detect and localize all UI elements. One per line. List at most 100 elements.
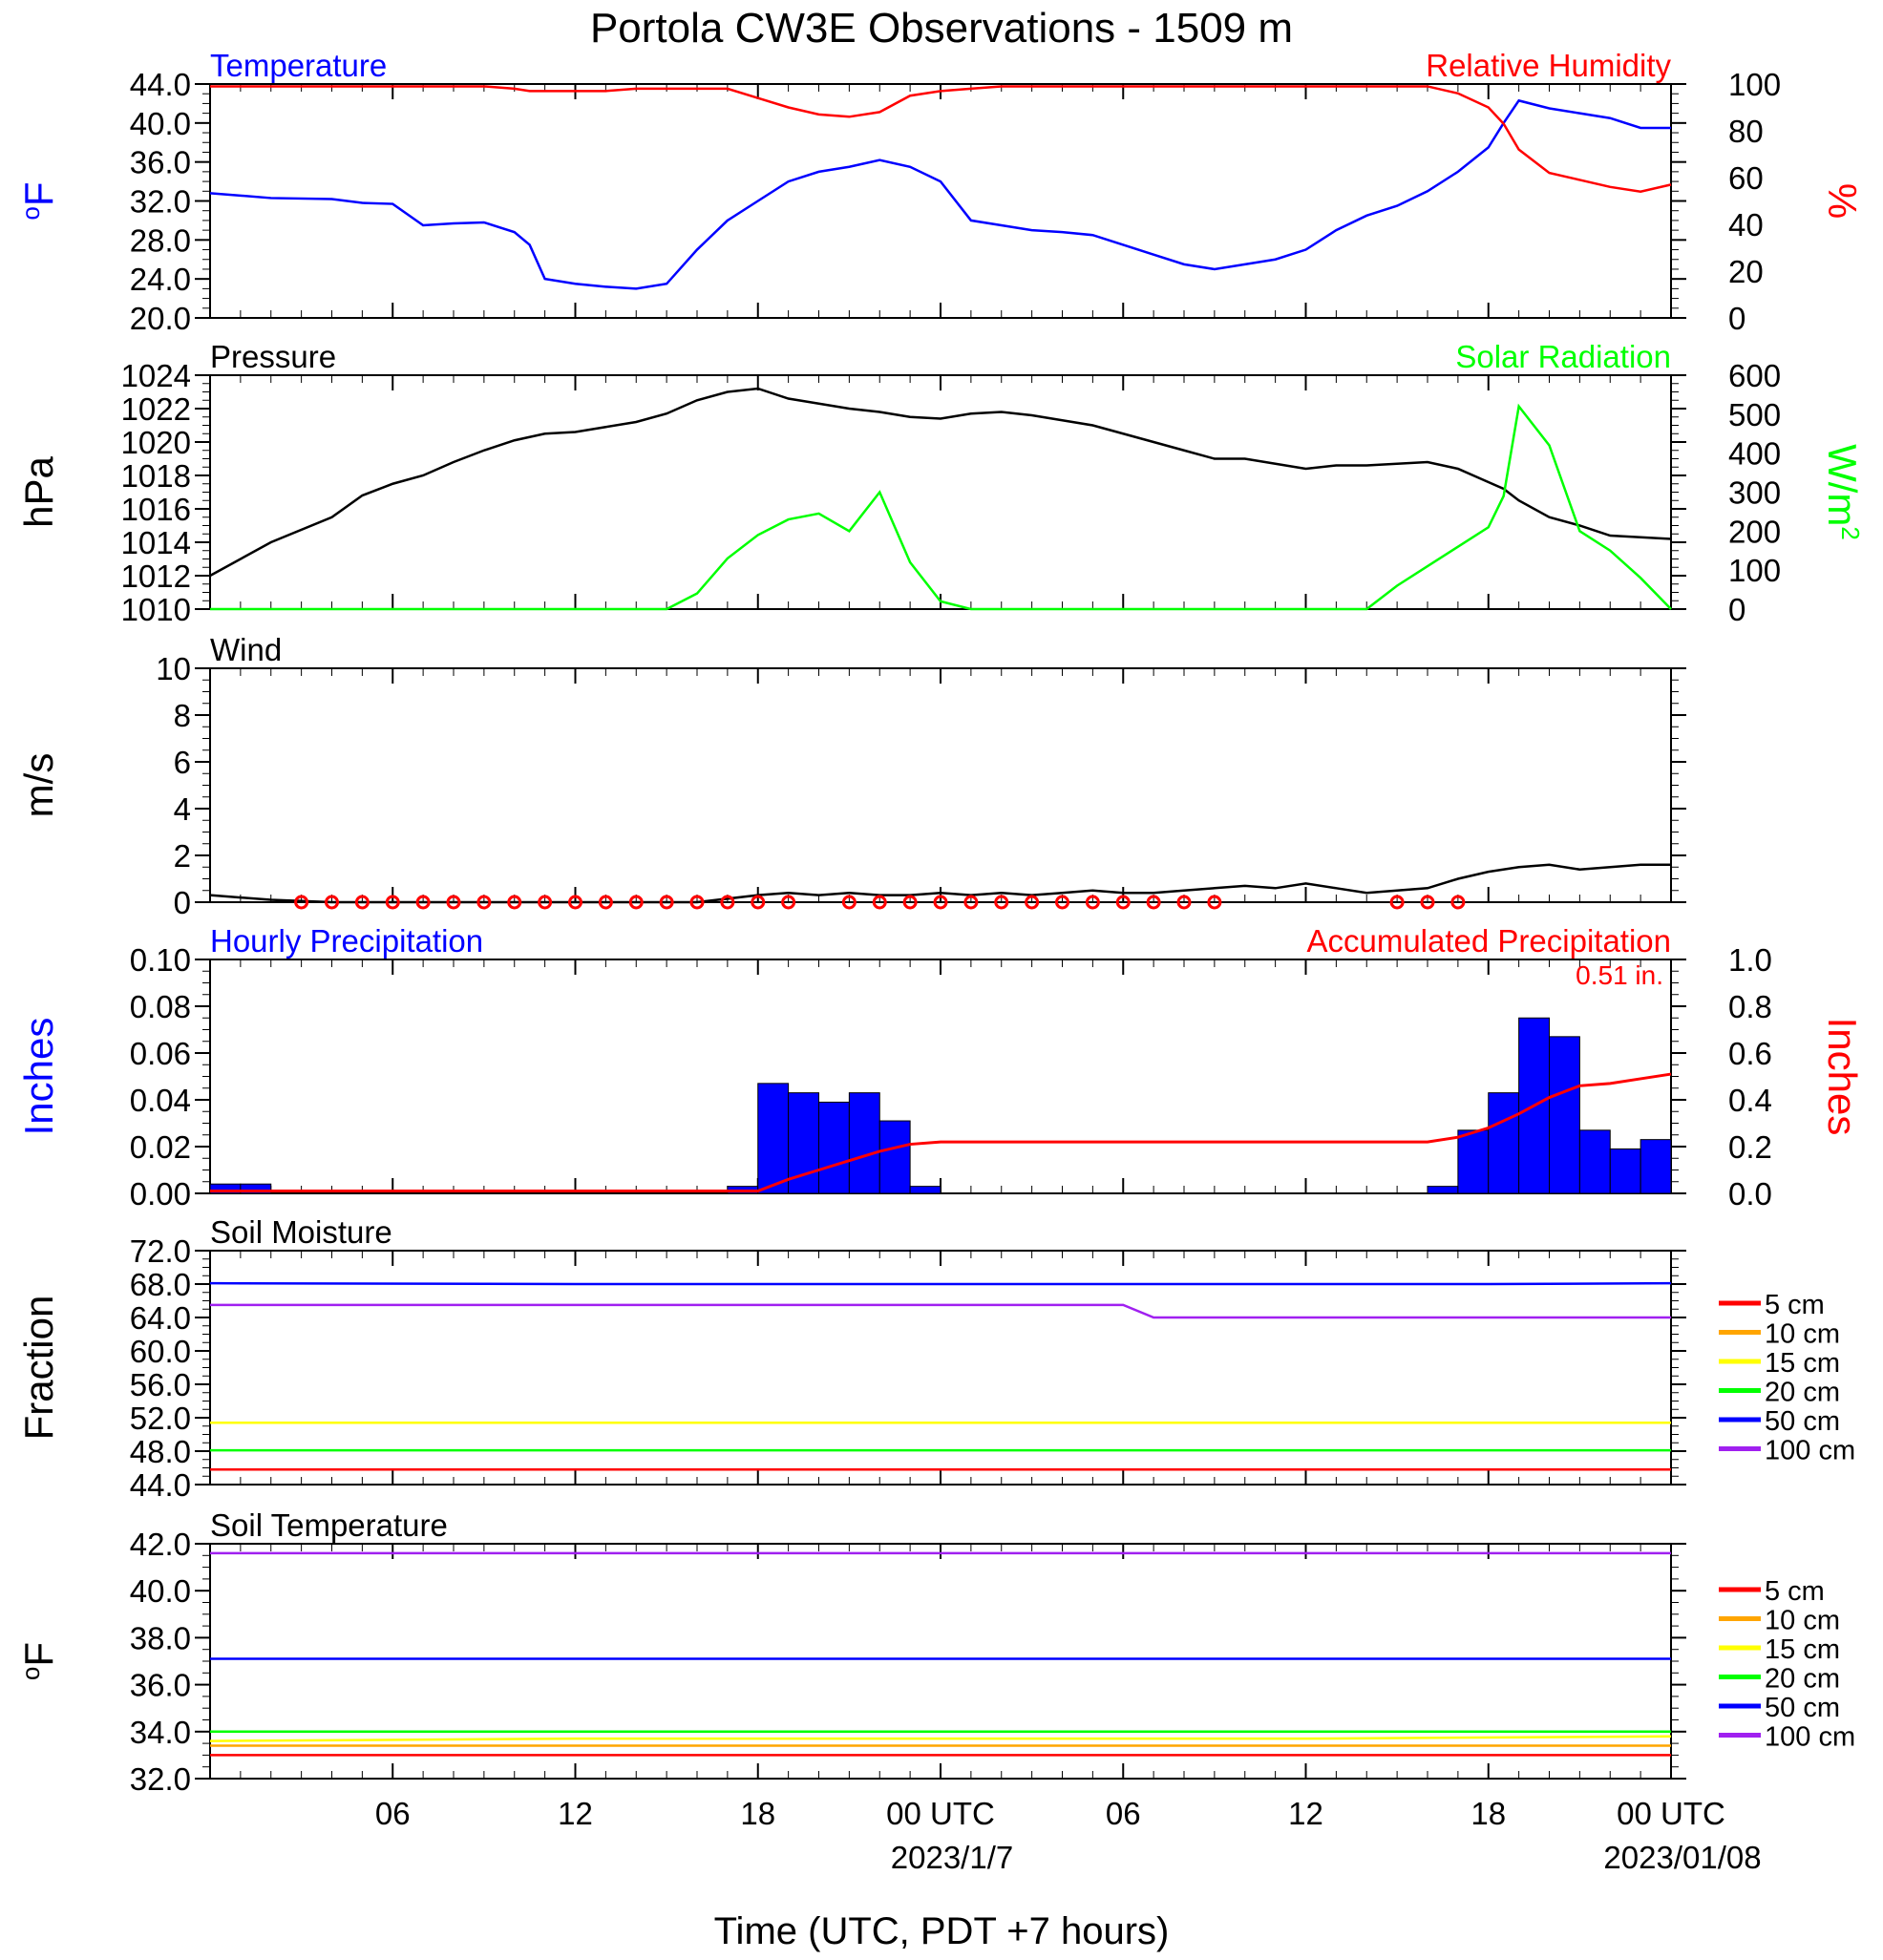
panel-title-right: Relative Humidity bbox=[1426, 48, 1671, 83]
y-tick-label: 0.08 bbox=[130, 989, 191, 1024]
y-tick-label: 10 bbox=[156, 651, 191, 686]
legend-label: 50 cm bbox=[1765, 1693, 1840, 1723]
degree-sign: o bbox=[16, 1667, 45, 1680]
panel-title-left: Soil Temperature bbox=[210, 1507, 448, 1543]
panel-temperature-humidity: 44.0 40.0 36.0 32.028.0 24.0 20.0 100 80 60 40 20 0… bbox=[16, 48, 1865, 336]
series-line bbox=[209, 1281, 1672, 1286]
legend-label: 100 cm bbox=[1765, 1722, 1855, 1753]
wind-calm-marker bbox=[751, 895, 766, 910]
y-axis-label: hPa bbox=[16, 455, 61, 527]
y-tick-label: 44.0 bbox=[130, 1467, 191, 1503]
wind-calm-marker bbox=[1176, 895, 1192, 910]
series-line bbox=[210, 1303, 1671, 1319]
panel-title-left: Wind bbox=[210, 632, 282, 667]
precip-bar bbox=[1427, 1186, 1459, 1194]
y-tick-label: 1014 bbox=[121, 525, 191, 560]
y2-tick-label: 0 bbox=[1728, 592, 1745, 627]
y-tick-label: 4 bbox=[174, 791, 191, 827]
y2-tick-label: 600 bbox=[1728, 358, 1781, 393]
wind-calm-marker bbox=[841, 895, 857, 910]
y-tick-label: 38.0 bbox=[130, 1620, 191, 1655]
panel-soil-moisture: 72.068.064.060.056.052.048.044.0 Soil Moi… bbox=[16, 1214, 1855, 1503]
y-axis-label: Inches bbox=[16, 1018, 61, 1136]
y-tick-label: 6 bbox=[174, 745, 191, 780]
y-axis-label: oF bbox=[16, 1642, 61, 1680]
y-tick-label: 28.0 bbox=[130, 222, 191, 258]
panels: 44.040.036.032.028.024.020.0100806040200… bbox=[16, 48, 1865, 1875]
y-tick-label: 36.0 bbox=[130, 1668, 191, 1703]
x-tick-label: 06 bbox=[1106, 1796, 1141, 1831]
panel-precipitation: 0.10 0.08 0.06 0.04 0.02 0.00 1.0 0.8 0.6 0.4 0.2 0… bbox=[16, 923, 1865, 1212]
wind-calm-marker bbox=[781, 895, 796, 910]
series-line bbox=[209, 863, 1671, 904]
legend-label: 50 cm bbox=[1765, 1406, 1840, 1437]
y2-tick-label: 80 bbox=[1728, 114, 1764, 149]
x-date-label: 2023/1/7 bbox=[891, 1840, 1013, 1875]
plot-frame bbox=[209, 959, 1672, 1194]
precip-bar bbox=[1609, 1148, 1641, 1194]
accum-total-label: 0.51 in. bbox=[1576, 960, 1663, 990]
wind-calm-marker bbox=[385, 895, 400, 910]
wind-calm-marker bbox=[628, 895, 644, 910]
unit-w: W/m bbox=[1820, 444, 1865, 526]
panel-wind: 10 8 6 4 2 0 Wind m/s bbox=[16, 632, 1686, 920]
y2-tick-label: 200 bbox=[1728, 514, 1781, 549]
y-tick-label: 0 bbox=[174, 885, 191, 920]
legend-label: 5 cm bbox=[1765, 1576, 1825, 1607]
wind-calm-marker bbox=[354, 895, 370, 910]
y-tick-label: 1016 bbox=[121, 492, 191, 527]
legend-label: 5 cm bbox=[1765, 1290, 1825, 1320]
x-tick-label: 00 UTC bbox=[886, 1796, 995, 1831]
x-tick-label: 00 UTC bbox=[1617, 1796, 1725, 1831]
y2-tick-label: 0.4 bbox=[1728, 1083, 1772, 1118]
legend-label: 10 cm bbox=[1765, 1319, 1840, 1350]
wind-calm-marker bbox=[476, 895, 492, 910]
y2-tick-label: 0.6 bbox=[1728, 1036, 1772, 1071]
x-tick-label: 18 bbox=[1470, 1796, 1506, 1831]
wind-calm-marker bbox=[1115, 895, 1131, 910]
y-tick-label: 0.00 bbox=[130, 1176, 191, 1212]
y2-axis-label: Inches bbox=[1820, 1018, 1865, 1136]
unit-f: F bbox=[16, 181, 61, 206]
y-tick-label: 44.0 bbox=[130, 67, 191, 102]
wind-calm-marker bbox=[568, 895, 582, 910]
y2-tick-label: 0.2 bbox=[1728, 1129, 1772, 1165]
precip-bar bbox=[1457, 1129, 1490, 1194]
plot-frame bbox=[209, 83, 1672, 319]
y-tick-label: 34.0 bbox=[130, 1715, 191, 1750]
y-tick-label: 64.0 bbox=[130, 1300, 191, 1336]
wind-calm-marker bbox=[1450, 895, 1466, 910]
series-line bbox=[209, 387, 1672, 578]
legend-label: 20 cm bbox=[1765, 1664, 1840, 1695]
wind-calm-marker bbox=[659, 895, 674, 910]
x-tick-label: 12 bbox=[1288, 1796, 1323, 1831]
y-axis-label: oF bbox=[16, 181, 61, 220]
y-tick-label: 40.0 bbox=[130, 106, 191, 141]
wind-calm-marker bbox=[933, 895, 948, 910]
y2-tick-label: 40 bbox=[1728, 207, 1764, 242]
precip-bar bbox=[848, 1092, 880, 1194]
y-axis-label: Fraction bbox=[16, 1296, 61, 1441]
wind-calm-marker bbox=[1389, 895, 1405, 910]
legend-label: 15 cm bbox=[1765, 1348, 1840, 1379]
x-date-label: 2023/01/08 bbox=[1603, 1840, 1761, 1875]
x-tick-label: 12 bbox=[558, 1796, 593, 1831]
wind-calm-marker bbox=[963, 895, 979, 910]
precip-bar bbox=[1578, 1129, 1611, 1194]
panel-title-left: Soil Moisture bbox=[210, 1214, 392, 1250]
y2-tick-label: 300 bbox=[1728, 475, 1781, 511]
panel-title-right: Solar Radiation bbox=[1455, 339, 1671, 374]
y-tick-label: 42.0 bbox=[130, 1527, 191, 1562]
panel-title-left: Pressure bbox=[210, 339, 336, 374]
y-tick-label: 32.0 bbox=[130, 184, 191, 220]
precip-bar bbox=[1549, 1036, 1580, 1194]
wind-calm-marker bbox=[1146, 895, 1161, 910]
plot-frame bbox=[209, 667, 1672, 903]
y-tick-label: 8 bbox=[174, 698, 191, 733]
y-tick-label: 40.0 bbox=[130, 1573, 191, 1609]
y2-tick-label: 500 bbox=[1728, 397, 1781, 432]
y-tick-label: 48.0 bbox=[130, 1434, 191, 1469]
plot-frame bbox=[209, 1543, 1672, 1780]
y2-tick-label: 0.8 bbox=[1728, 989, 1772, 1024]
